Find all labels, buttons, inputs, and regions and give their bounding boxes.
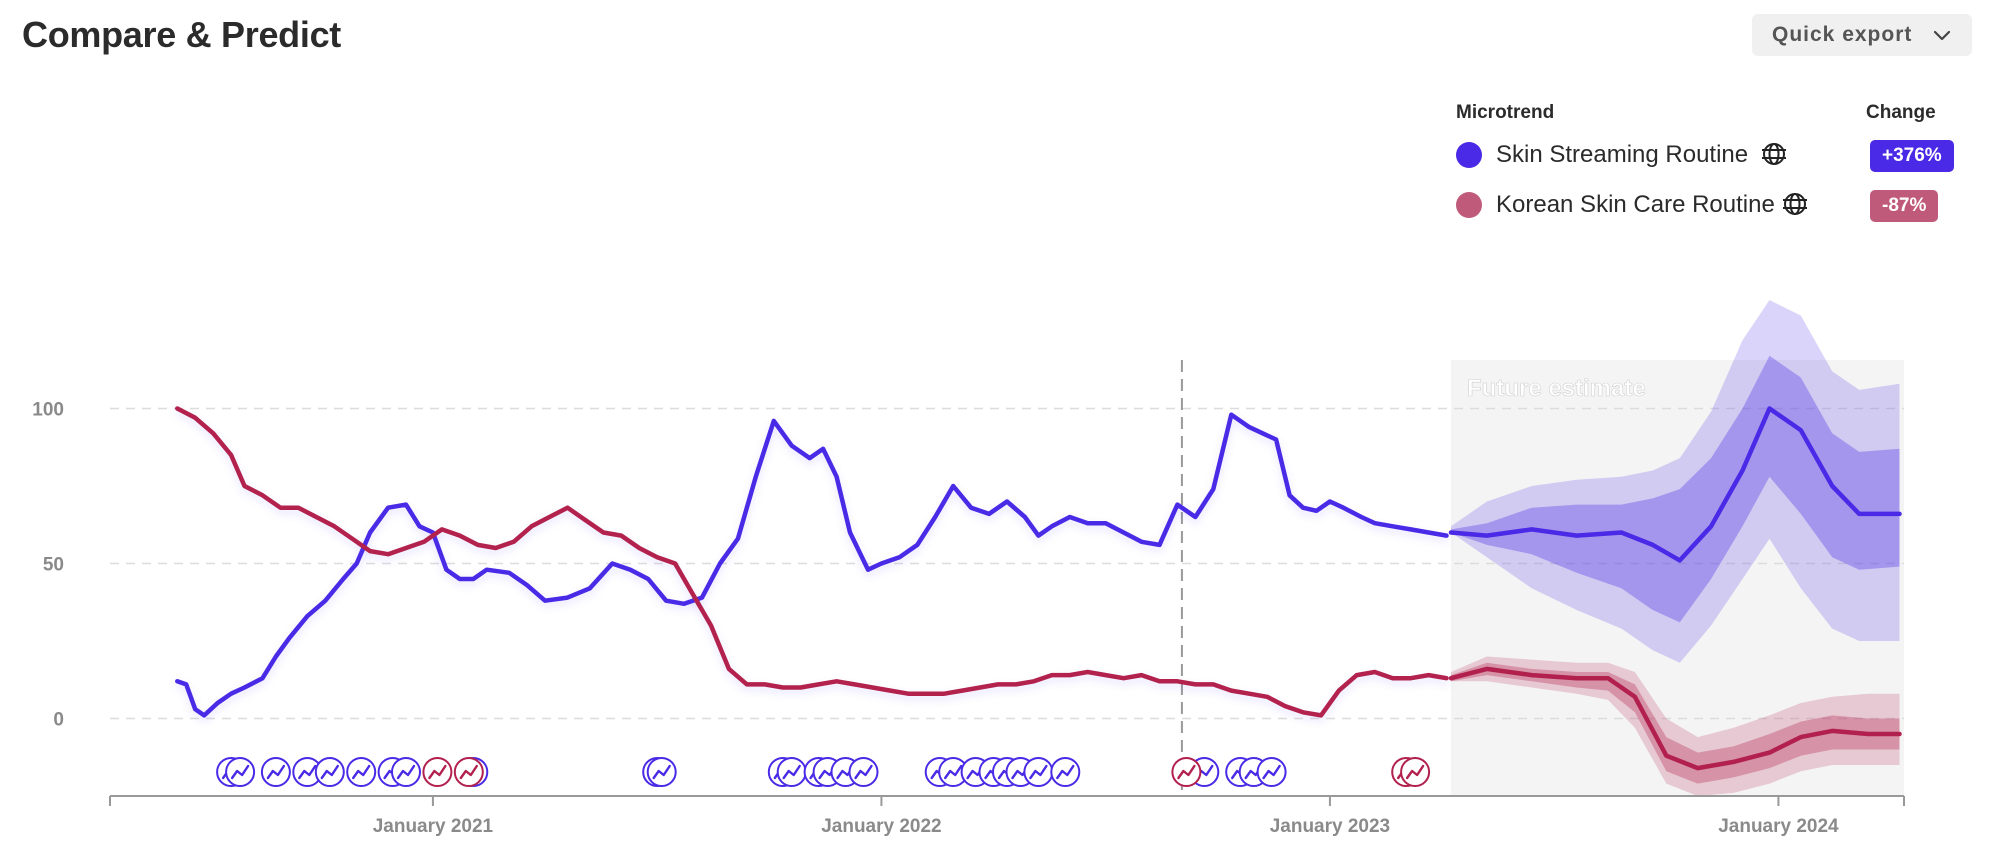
- legend-item-name: Korean Skin Care Routine: [1496, 191, 1775, 218]
- legend: Microtrend Change Skin Streaming Routine…: [1456, 100, 1976, 240]
- forecast-inner-band: [1451, 662, 1900, 784]
- x-tick-label: January 2024: [1718, 816, 1839, 837]
- globe-icon[interactable]: [1781, 190, 1809, 218]
- trend-event-marker[interactable]: [646, 757, 677, 787]
- series-color-dot: [1456, 142, 1482, 168]
- quick-export-label: Quick export: [1772, 23, 1913, 46]
- trend-event-marker[interactable]: [1171, 757, 1202, 787]
- change-badge: -87%: [1870, 190, 1939, 222]
- forecast-outer-band: [1451, 656, 1900, 796]
- change-badge: +376%: [1870, 140, 1954, 172]
- trend-event-marker[interactable]: [346, 757, 377, 787]
- trend-event-marker[interactable]: [848, 757, 879, 787]
- series-line: [175, 412, 1449, 718]
- trend-event-marker[interactable]: [1256, 757, 1287, 787]
- trend-event-marker[interactable]: [260, 757, 291, 787]
- future-estimate-label: Future estimate: [1467, 375, 1646, 402]
- y-tick-label: 50: [43, 555, 64, 576]
- trend-event-marker[interactable]: [391, 757, 421, 787]
- trend-event-marker[interactable]: [1050, 757, 1081, 787]
- legend-item-name: Skin Streaming Routine: [1496, 141, 1749, 168]
- trend-event-marker[interactable]: [776, 757, 807, 787]
- forecast-outer-band: [1451, 300, 1900, 663]
- legend-item-korean-skin-care[interactable]: Korean Skin Care Routine -87%: [1456, 184, 1976, 224]
- trend-event-marker[interactable]: [453, 757, 484, 787]
- forecast-line: [1448, 666, 1902, 771]
- y-tick-label: 100: [32, 400, 64, 421]
- series-color-dot: [1456, 192, 1482, 218]
- x-tick-label: January 2023: [1270, 816, 1390, 837]
- y-tick-label: 0: [53, 710, 64, 731]
- quick-export-button[interactable]: Quick export: [1752, 14, 1972, 56]
- series-line: [175, 406, 1449, 718]
- globe-icon[interactable]: [1760, 140, 1788, 168]
- trend-chart: Future estimate 0 50 100 January 2021 Janua…: [32, 300, 1905, 837]
- page-title: Compare & Predict: [22, 14, 341, 55]
- future-region: [1451, 360, 1904, 796]
- trend-event-marker[interactable]: [314, 757, 345, 787]
- trend-event-marker[interactable]: [225, 757, 256, 787]
- x-tick-label: January 2021: [373, 816, 494, 837]
- chevron-down-icon: [1933, 30, 1951, 41]
- trend-event-marker[interactable]: [1400, 757, 1431, 787]
- legend-header-microtrend: Microtrend: [1456, 102, 1555, 123]
- trend-event-marker[interactable]: [422, 757, 453, 787]
- trend-event-marker[interactable]: [1023, 757, 1054, 787]
- x-tick-label: January 2022: [821, 816, 941, 837]
- legend-header-change: Change: [1866, 102, 1936, 123]
- forecast-line: [1448, 406, 1902, 563]
- legend-item-skin-streaming[interactable]: Skin Streaming Routine +376%: [1456, 134, 1976, 174]
